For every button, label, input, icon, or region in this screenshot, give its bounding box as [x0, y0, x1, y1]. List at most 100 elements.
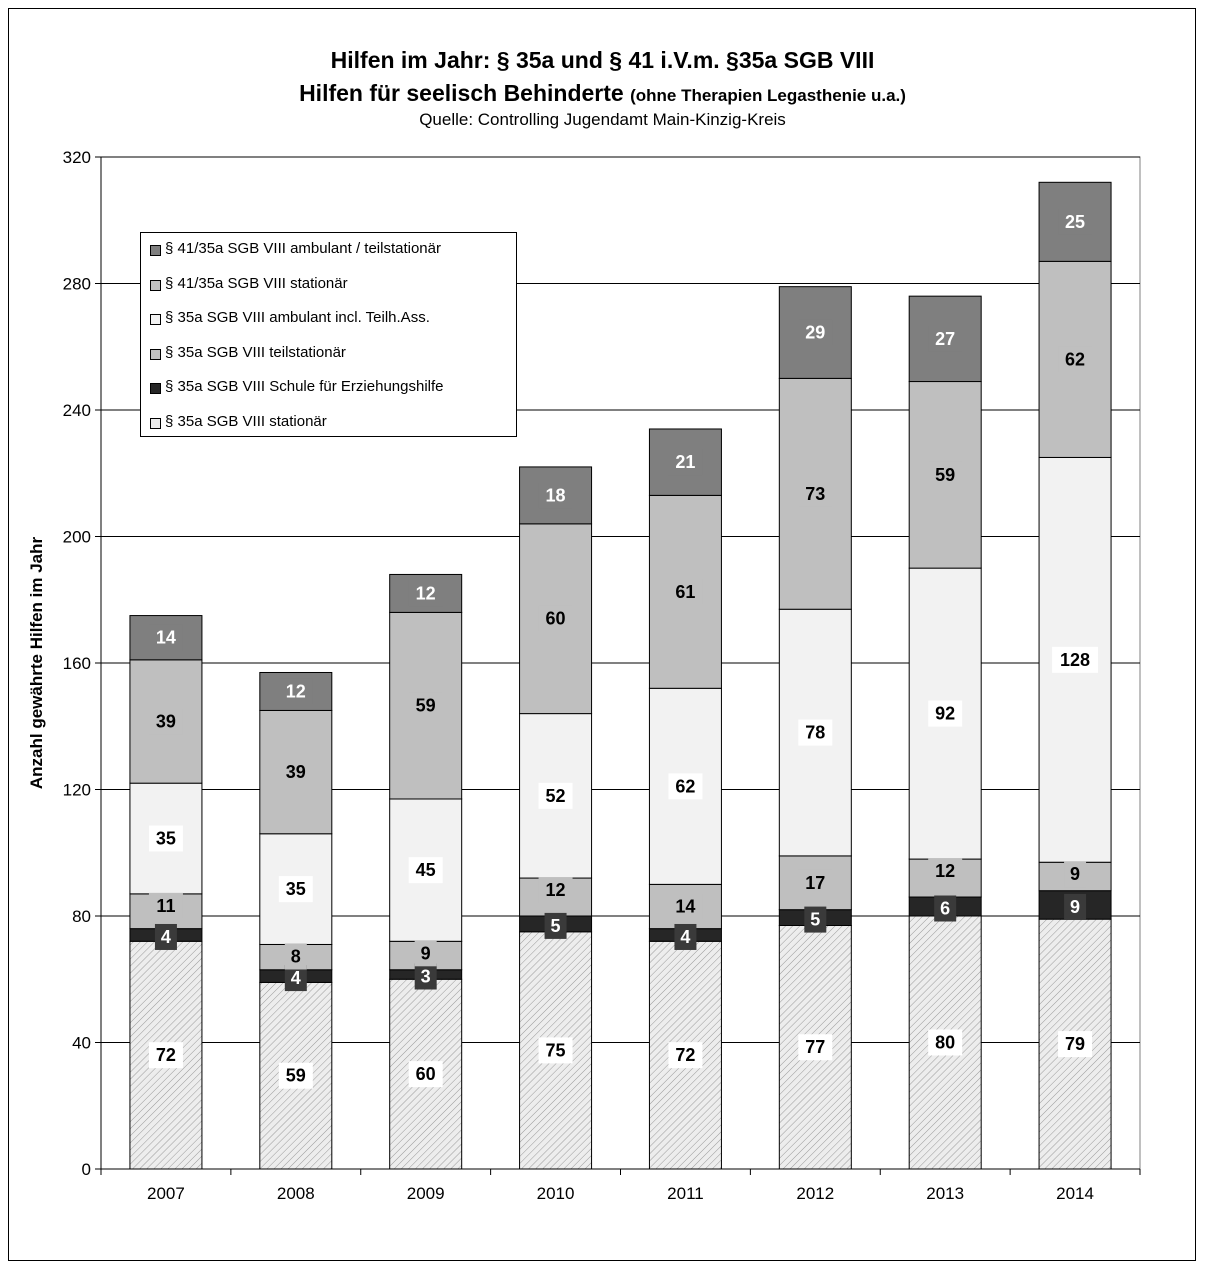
x-tick-label: 2013	[926, 1184, 964, 1203]
chart-title: Hilfen im Jahr: § 35a und § 41 i.V.m. §3…	[330, 47, 875, 73]
data-label-bg	[804, 906, 827, 933]
y-tick-label: 0	[82, 1160, 91, 1179]
data-label: 4	[291, 968, 301, 988]
legend-label: § 35a SGB VIII Schule für Erziehungshilf…	[165, 378, 444, 395]
data-label: 4	[161, 927, 171, 947]
data-label-bg	[1058, 208, 1093, 235]
data-label: 9	[1070, 897, 1080, 917]
data-label: 128	[1060, 650, 1090, 670]
data-label-bg	[414, 940, 437, 967]
y-tick-label: 320	[63, 148, 91, 167]
axes: 0 40 80 120 160 200 240 280 320 2007 2008 2009 2010 2…	[63, 148, 1141, 1203]
data-label: 77	[805, 1037, 825, 1057]
x-tick-label: 2007	[147, 1184, 185, 1203]
chart-subtitle: Hilfen für seelisch Behinderte (ohne The…	[0, 80, 1205, 107]
data-label: 45	[416, 860, 436, 880]
data-label: 5	[551, 916, 561, 936]
x-tick-label: 2009	[407, 1184, 445, 1203]
y-tick-label: 120	[63, 781, 91, 800]
y-axis-label: Anzahl gewährte Hilfen im Jahr	[27, 537, 46, 790]
data-label: 72	[675, 1045, 695, 1065]
data-label: 18	[546, 485, 566, 505]
data-label: 60	[416, 1064, 436, 1084]
data-label-bg	[668, 1042, 703, 1069]
data-label-bg	[928, 700, 963, 727]
data-label-bg	[284, 965, 307, 992]
data-label: 60	[546, 609, 566, 629]
y-tick-label: 40	[72, 1034, 91, 1053]
data-label-bg	[538, 1037, 573, 1064]
data-label: 59	[286, 1066, 306, 1086]
bar-segment	[1038, 456, 1112, 863]
data-label-bg	[408, 692, 443, 719]
data-label-bg	[148, 825, 183, 852]
legend-item: § 35a SGB VIII teilstationär	[150, 344, 516, 379]
legend-item: § 41/35a SGB VIII stationär	[150, 275, 516, 310]
data-label: 27	[935, 329, 955, 349]
chart-source: Quelle: Controlling Jugendamt Main-Kinzi…	[419, 110, 786, 129]
data-label-bg	[278, 876, 313, 903]
data-label-bg	[798, 719, 833, 746]
legend-label: § 35a SGB VIII ambulant incl. Teilh.Ass.	[165, 309, 430, 326]
data-label: 12	[416, 583, 436, 603]
data-label: 8	[291, 946, 301, 966]
x-tick-label: 2011	[667, 1184, 704, 1203]
data-label-bg	[928, 1029, 963, 1056]
data-label: 9	[421, 943, 431, 963]
data-label-bg	[928, 325, 963, 352]
y-tick-label: 240	[63, 401, 91, 420]
data-label-bg	[538, 782, 573, 809]
data-label-bg	[668, 773, 703, 800]
data-label: 9	[1070, 864, 1080, 884]
legend-item: § 35a SGB VIII stationär	[150, 413, 516, 448]
bar-segment	[519, 466, 593, 525]
data-label-bg	[538, 877, 573, 904]
data-label: 59	[416, 696, 436, 716]
y-tick-label: 200	[63, 528, 91, 547]
legend-label: § 35a SGB VIII teilstationär	[165, 343, 346, 361]
legend-swatch	[150, 417, 161, 429]
bar-segment	[778, 608, 852, 857]
data-label-bg	[798, 869, 833, 896]
data-label-bg	[154, 923, 177, 950]
data-label-bg	[668, 449, 703, 476]
data-label-bg	[668, 893, 703, 920]
data-label: 4	[680, 927, 690, 947]
data-label: 12	[286, 681, 306, 701]
x-tick-label: 2014	[1056, 1184, 1094, 1203]
y-tick-label: 280	[63, 275, 91, 294]
legend: § 41/35a SGB VIII ambulant / teilstation…	[140, 232, 517, 437]
data-label-bg	[1058, 1031, 1093, 1058]
legend-label: § 41/35a SGB VIII ambulant / teilstation…	[165, 240, 441, 257]
data-label: 78	[805, 723, 825, 743]
data-label: 5	[810, 910, 820, 930]
data-label-bg	[1058, 346, 1093, 373]
data-label-bg	[538, 605, 573, 632]
data-label-bg	[934, 895, 957, 922]
data-label: 11	[156, 896, 175, 916]
data-label-bg	[414, 963, 437, 990]
data-label-bg	[148, 892, 183, 919]
data-label: 14	[675, 897, 695, 917]
data-label: 73	[805, 484, 825, 504]
legend-label: § 35a SGB VIII stationär	[165, 412, 327, 430]
data-label-bg	[928, 461, 963, 488]
data-label: 61	[675, 582, 695, 602]
x-tick-label: 2012	[796, 1184, 834, 1203]
data-label-bg	[668, 578, 703, 605]
data-label-bg	[674, 923, 697, 950]
data-label-bg	[1064, 893, 1087, 920]
data-label-bg	[278, 678, 313, 705]
data-label: 39	[286, 762, 306, 782]
data-label-bg	[278, 1062, 313, 1089]
legend-swatch	[150, 245, 161, 256]
data-label: 92	[935, 704, 955, 724]
legend-item: § 35a SGB VIII ambulant incl. Teilh.Ass.	[150, 309, 516, 344]
chart-subtitle-main: Hilfen für seelisch Behinderte	[299, 80, 624, 106]
x-tick-label: 2010	[537, 1184, 575, 1203]
legend-swatch	[150, 314, 161, 325]
data-label: 3	[421, 967, 431, 987]
legend-item: § 35a SGB VIII Schule für Erziehungshilf…	[150, 378, 516, 413]
data-label: 39	[156, 712, 176, 732]
